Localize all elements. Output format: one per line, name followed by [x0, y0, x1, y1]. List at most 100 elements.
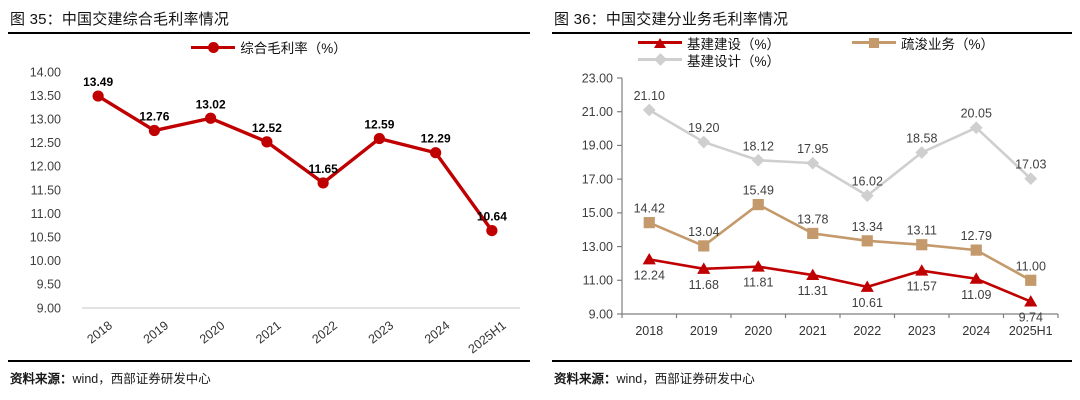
- data-point-marker: [642, 103, 656, 117]
- figure36-source-rule: [552, 360, 1072, 362]
- figure35-source-text: wind，西部证券研发中心: [72, 372, 211, 386]
- series-dredging-business: 14.42 13.04 15.49 13.78 13.34 13.11 12.79 11.00: [634, 184, 1046, 286]
- series-line: [647, 258, 1033, 303]
- value-label: 11.09: [961, 288, 991, 302]
- y-tick-label: 11.00: [583, 274, 613, 288]
- x-tick-label: 2021: [253, 318, 284, 346]
- figure35-label: 图 35：: [10, 11, 62, 28]
- value-label: 12.52: [252, 121, 282, 135]
- x-tick-label: 2023: [908, 324, 936, 338]
- data-point-marker: [751, 260, 765, 272]
- value-label: 11.81: [743, 276, 773, 290]
- data-point-marker: [806, 156, 820, 170]
- legend-label-dredging-business: 疏浚业务（%）: [901, 36, 995, 52]
- value-label: 11.57: [907, 280, 937, 294]
- data-point-marker: [205, 112, 217, 124]
- data-point-marker: [969, 121, 983, 135]
- data-point-marker: [752, 198, 764, 211]
- y-tick-label: 12.00: [30, 160, 61, 174]
- y-tick-label: 19.00: [582, 139, 613, 153]
- value-label: 10.64: [477, 210, 507, 224]
- data-point-marker: [697, 135, 711, 149]
- series-composite-gross-margin: 13.49 12.76 13.02 12.52 11.65 12.59 12.29 10.64: [83, 75, 507, 237]
- legend-item-infrastructure-design: 基建设计（%）: [638, 51, 852, 69]
- y-tick-label: 10.00: [30, 254, 61, 268]
- x-tick-label: 2020: [744, 324, 772, 338]
- value-label: 12.24: [634, 268, 665, 282]
- x-tick-label: 2024: [422, 318, 453, 346]
- data-point-marker: [430, 147, 442, 159]
- x-tick-label: 2019: [690, 324, 718, 338]
- tan-line-square-marker-icon: [852, 36, 896, 49]
- data-point-marker: [970, 244, 982, 256]
- x-tick-label: 2020: [197, 318, 228, 346]
- data-point-marker: [697, 262, 711, 274]
- y-tick-label: 9.50: [37, 278, 61, 292]
- data-point-marker: [1024, 295, 1038, 307]
- y-tick-label: 10.50: [30, 231, 61, 245]
- y-tick-label: 11.00: [31, 207, 61, 221]
- data-point-marker: [861, 235, 873, 247]
- value-label: 11.65: [308, 162, 338, 176]
- y-tick-label: 9.00: [589, 307, 613, 321]
- figure35-legend: 综合毛利率（%）: [8, 34, 530, 60]
- value-label: 19.20: [688, 121, 719, 135]
- value-label: 21.10: [634, 89, 665, 103]
- red-line-circle-marker-icon: [191, 41, 236, 54]
- figure35-source-label: 资料来源：: [10, 372, 73, 386]
- figure36-title: 图 36：中国交建分业务毛利率情况: [552, 6, 1072, 32]
- series-infrastructure-construction: 12.24 11.68 11.81 11.31 10.61 11.57 11.09 9.74: [634, 252, 1043, 325]
- figure36-label: 图 36：: [554, 11, 606, 28]
- figure36-panel: 图 36：中国交建分业务毛利率情况 基建建设（%） 疏浚业务（%） 基建设计（%…: [552, 6, 1072, 387]
- data-point-marker: [915, 146, 929, 159]
- value-label: 12.59: [364, 118, 394, 132]
- figure36-source-text: wind，西部证券研发中心: [616, 372, 755, 386]
- legend-item-dredging-business: 疏浚业务（%）: [852, 34, 1072, 52]
- data-point-marker: [373, 132, 385, 145]
- data-point-marker: [969, 272, 983, 284]
- data-point-marker: [806, 268, 820, 281]
- data-point-marker: [698, 240, 710, 252]
- value-label: 17.03: [1015, 158, 1046, 172]
- data-point-marker: [916, 239, 928, 251]
- figure35-panel: 图 35：中国交建综合毛利率情况 综合毛利率（%） 9.00 9.50 10.00 1…: [8, 6, 530, 387]
- series-line: [96, 94, 494, 233]
- series-infrastructure-design: 21.10 19.20 18.12 17.95 16.02 18.58 20.05 17.03: [634, 89, 1046, 203]
- value-label: 12.29: [421, 132, 451, 146]
- figure36-source-label: 资料来源：: [554, 372, 617, 386]
- value-label: 13.02: [196, 97, 226, 111]
- figure35-source: 资料来源：wind，西部证券研发中心: [8, 362, 530, 387]
- data-point-marker: [486, 224, 498, 237]
- x-tick-label: 2018: [84, 318, 115, 346]
- y-tick-label: 13.00: [582, 240, 613, 254]
- data-point-marker: [1025, 274, 1037, 286]
- x-tick-label: 2021: [799, 324, 827, 338]
- figure36-title-text: 中国交建分业务毛利率情况: [605, 11, 789, 28]
- value-label: 18.12: [743, 139, 774, 153]
- series-line: [647, 108, 1033, 197]
- data-point-marker: [92, 90, 104, 102]
- figure35-title-text: 中国交建综合毛利率情况: [61, 11, 230, 28]
- x-tick-label: 2024: [962, 324, 990, 338]
- y-tick-label: 13.00: [30, 113, 61, 127]
- figure35-chart: 9.00 9.50 10.00 10.50 11.00 11.50 12.00 12.50 13…: [30, 65, 520, 356]
- legend-item-infrastructure-construction: 基建建设（%）: [638, 34, 852, 52]
- x-tick-label: 2025H1: [466, 318, 509, 356]
- figure36-title-rule: [552, 32, 1072, 34]
- y-tick-label: 23.00: [582, 71, 613, 85]
- figure36-legend: 基建建设（%） 疏浚业务（%） 基建设计（%）: [552, 34, 1072, 69]
- y-tick-label: 17.00: [582, 172, 613, 186]
- value-label: 14.42: [634, 202, 665, 216]
- data-point-marker: [643, 217, 655, 229]
- y-tick-label: 14.00: [30, 65, 61, 79]
- data-point-marker: [148, 124, 160, 137]
- y-tick-label: 9.00: [37, 301, 61, 315]
- value-label: 18.58: [906, 132, 937, 146]
- value-label: 13.04: [688, 225, 719, 239]
- value-label: 13.34: [852, 220, 883, 234]
- series-line: [647, 203, 1033, 282]
- value-label: 11.31: [798, 284, 828, 298]
- legend-label-infrastructure-design: 基建设计（%）: [687, 53, 781, 69]
- value-label: 13.78: [797, 212, 828, 226]
- figure35-source-rule: [8, 360, 530, 362]
